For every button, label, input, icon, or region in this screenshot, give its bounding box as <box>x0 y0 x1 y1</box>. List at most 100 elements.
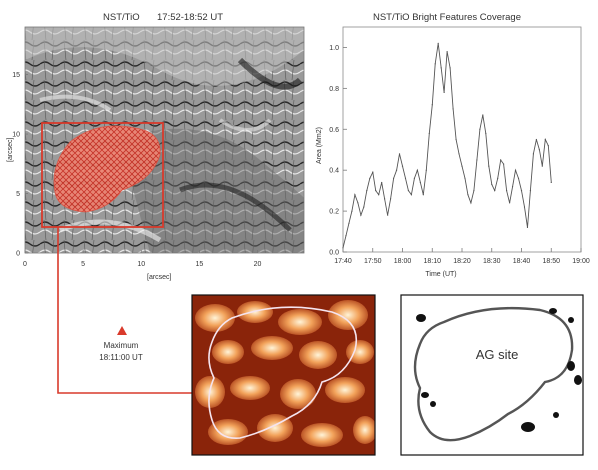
chart-data-point <box>449 67 451 69</box>
flow-map-x-tick-label: 10 <box>137 261 145 268</box>
chart-data-point <box>387 214 389 216</box>
chart-data-point <box>491 183 493 186</box>
maximum-label: Maximum 18:11:00 UT <box>99 326 143 362</box>
chart-data-point <box>422 194 424 196</box>
flow-map-x-tick-label: 15 <box>195 261 203 268</box>
chart-data-point <box>452 108 454 110</box>
zoomed-region-outline <box>208 306 357 439</box>
chart-data-point <box>354 194 356 196</box>
chart-data-point <box>526 226 529 229</box>
chart-data-point <box>419 181 421 184</box>
chart-data-point <box>392 177 395 179</box>
chart-data-point <box>547 145 549 147</box>
chart-x-tick-label: 19:00 <box>572 258 590 265</box>
coverage-series-line <box>342 43 552 249</box>
selection-box <box>41 122 164 228</box>
zoomed-image-frame <box>191 294 376 456</box>
chart-data-point <box>410 194 413 196</box>
chart-y-tick-label: 0.6 <box>329 127 339 134</box>
chart-data-point <box>470 202 472 204</box>
chart-data-point <box>404 177 407 179</box>
zoomed-image-panel <box>191 294 376 456</box>
chart-y-axis-label: Area (Mm2) <box>316 127 323 164</box>
maximum-title: Maximum <box>104 341 139 350</box>
ag-site-panel: AG site <box>400 294 584 456</box>
chart-data-point <box>372 171 374 173</box>
chart-data-point <box>395 169 398 171</box>
chart-data-point <box>497 177 499 179</box>
coverage-chart: NST/TiO Bright Features Coverage 0.00.20… <box>316 12 590 278</box>
chart-data-point <box>461 165 463 167</box>
chart-data-point <box>401 165 404 167</box>
flow-map-y-axis-label: [arcsec] <box>7 137 14 162</box>
chart-data-point <box>538 149 540 151</box>
chart-data-point <box>455 138 457 141</box>
chart-data-point <box>446 50 448 53</box>
chart-data-point <box>363 206 365 208</box>
chart-data-point <box>407 190 410 192</box>
chart-data-point <box>434 63 436 65</box>
flow-map-y-tick-label: 10 <box>12 132 20 139</box>
chart-data-point <box>550 181 552 184</box>
chart-data-point <box>428 132 430 134</box>
chart-data-point <box>425 169 427 171</box>
chart-y-tick-label: 0.0 <box>329 250 339 257</box>
chart-y-tick-label: 0.4 <box>329 168 339 175</box>
flow-map-frame <box>24 26 305 254</box>
dark-spot <box>430 401 436 407</box>
dark-spot <box>421 392 429 398</box>
chart-data-point <box>443 91 445 94</box>
flow-map-x-tick-label: 20 <box>254 261 262 268</box>
chart-data-point <box>375 190 377 192</box>
chart-data-point <box>437 42 439 44</box>
chart-x-tick-label: 18:40 <box>513 258 531 265</box>
chart-x-axis-label: Time (UT) <box>425 271 456 278</box>
chart-data-point <box>366 190 368 192</box>
highlighted-region <box>53 125 161 213</box>
chart-y-tick-label: 0.8 <box>329 86 339 93</box>
chart-data-point <box>360 214 362 216</box>
chart-data-point <box>464 177 466 179</box>
maximum-triangle-icon <box>117 326 127 335</box>
chart-data-point <box>514 169 517 171</box>
chart-x-tick-label: 18:20 <box>453 258 471 265</box>
chart-data-point <box>532 153 535 155</box>
chart-x-tick-label: 18:10 <box>423 258 441 265</box>
chart-x-tick-label: 17:50 <box>364 258 382 265</box>
chart-x-tick-label: 18:30 <box>483 258 501 265</box>
chart-data-point <box>544 138 546 141</box>
chart-y-ticks: 0.0 0.2 0.4 0.6 0.8 1.0 <box>329 45 347 257</box>
ag-site-label: AG site <box>476 347 519 362</box>
flow-map-y-tick-label: 5 <box>16 191 20 198</box>
chart-data-point <box>342 247 344 249</box>
coverage-series-points <box>342 42 552 249</box>
chart-data-point <box>351 210 353 212</box>
chart-data-point <box>384 198 386 200</box>
chart-data-point <box>345 235 347 237</box>
chart-data-point <box>517 177 520 179</box>
chart-data-point <box>431 104 433 106</box>
chart-data-point <box>357 202 359 204</box>
chart-data-point <box>503 163 505 165</box>
chart-data-point <box>390 198 392 200</box>
chart-data-point <box>500 159 502 161</box>
flow-map-panel: NST/TiO 17:52-18:52 UT 0 5 10 15 20 0 5 10 15 [… <box>7 12 305 281</box>
flow-map-x-ticks: 0 5 10 15 20 <box>23 250 261 268</box>
chart-data-point <box>413 177 415 179</box>
chart-data-point <box>398 153 401 155</box>
chart-data-point <box>440 67 442 69</box>
flow-map-title: NST/TiO <box>103 12 140 23</box>
dark-spot <box>549 308 557 314</box>
chart-data-point <box>458 153 460 155</box>
chart-y-tick-label: 1.0 <box>329 45 339 52</box>
flow-map-y-tick-label: 15 <box>12 72 20 79</box>
chart-x-ticks: 17:40 17:50 18:00 18:10 18:20 18:30 18:40 18:50… <box>334 248 590 265</box>
dark-spot <box>553 412 559 418</box>
chart-data-point <box>520 190 523 192</box>
ag-site-outline <box>413 306 574 442</box>
chart-data-point <box>485 132 487 134</box>
dark-spot <box>521 422 535 432</box>
flow-map-image <box>25 27 304 253</box>
chart-x-tick-label: 17:40 <box>334 258 352 265</box>
